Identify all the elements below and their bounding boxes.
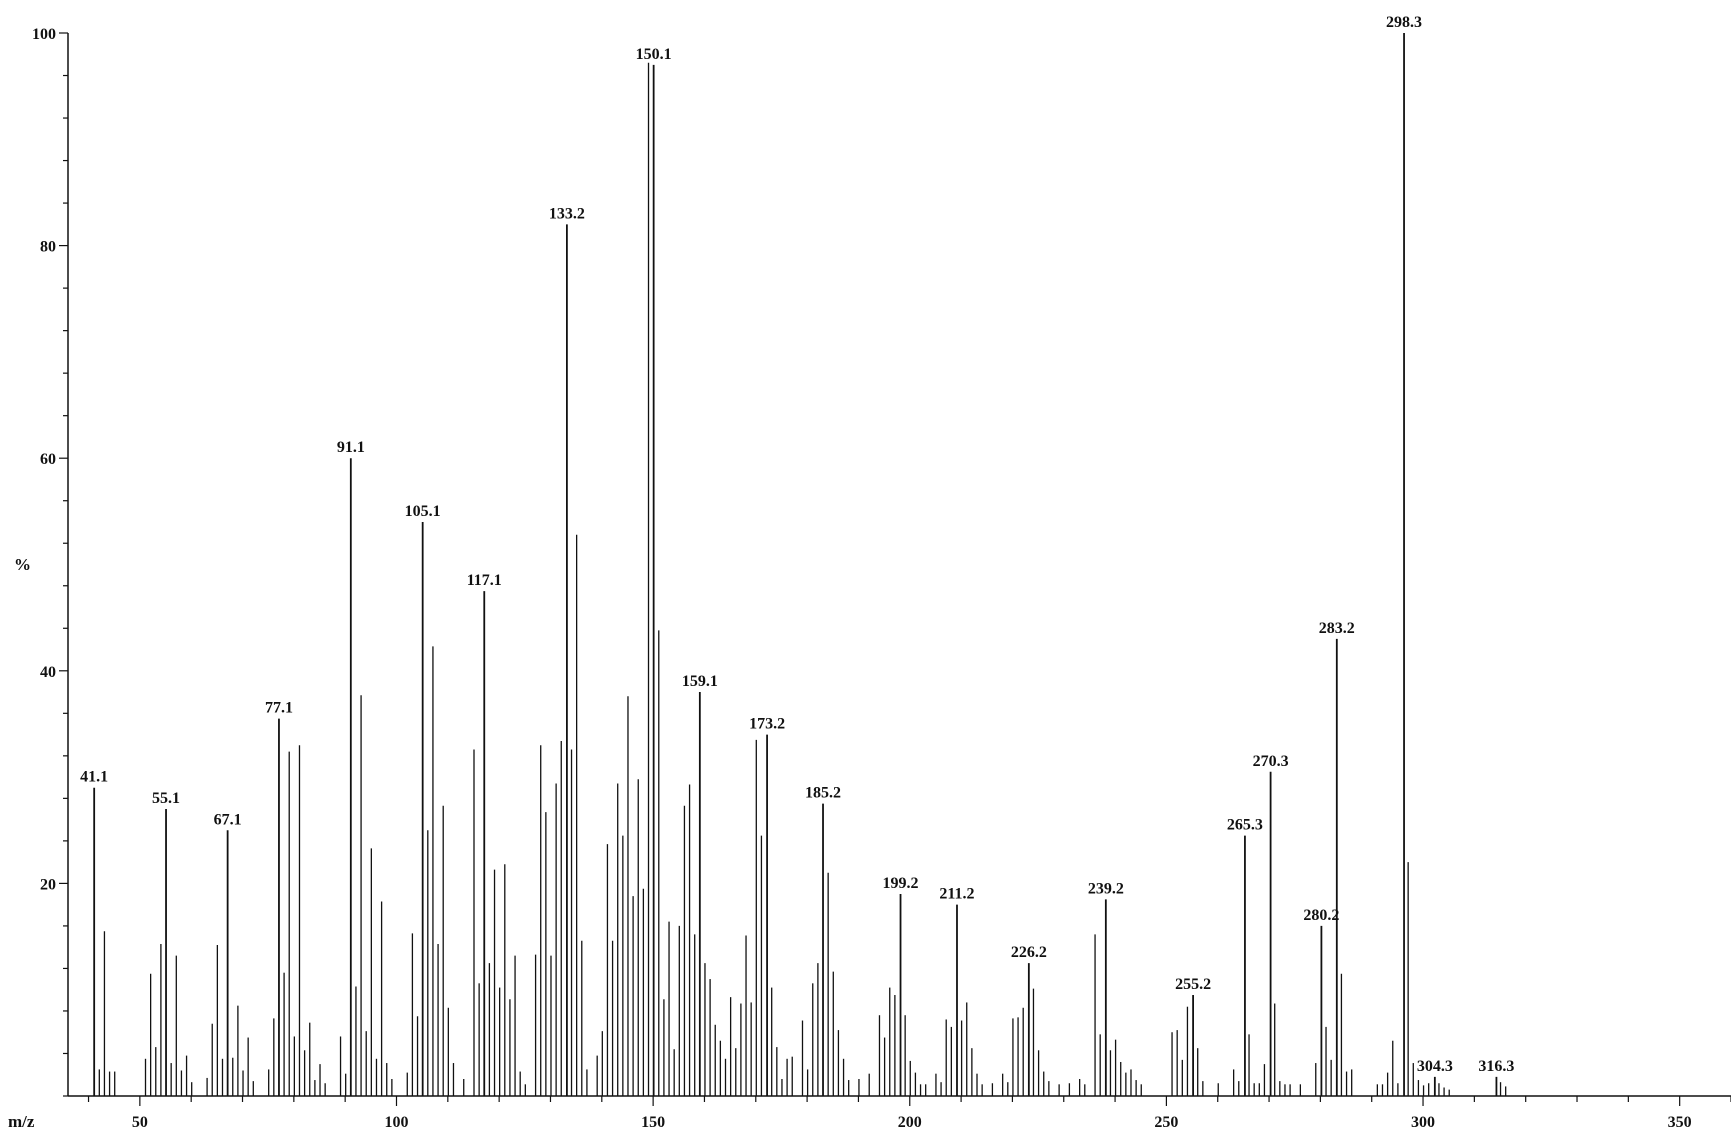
y-axis-ticks: 20 40 60 80 100	[32, 26, 68, 1097]
peak-label: 280.2	[1303, 907, 1339, 924]
y-tick-label: 40	[40, 664, 56, 681]
y-tick-label: 80	[40, 239, 56, 256]
x-tick-label: 50	[132, 1114, 148, 1131]
x-tick-label: 300	[1411, 1114, 1435, 1131]
peak-label: 298.3	[1386, 14, 1422, 31]
peak-label: 283.2	[1319, 620, 1355, 637]
peak-label: 41.1	[80, 769, 108, 786]
y-axis-label: %	[14, 555, 31, 574]
peak-label: 211.2	[939, 886, 974, 903]
y-tick-label: 20	[40, 876, 56, 893]
y-tick-label: 100	[32, 26, 56, 43]
peak-label: 150.1	[636, 46, 672, 63]
peak-label: 226.2	[1011, 944, 1047, 961]
peak-label: 316.3	[1478, 1058, 1514, 1075]
x-axis-label: m/z	[8, 1112, 35, 1131]
peak-label: 91.1	[337, 439, 365, 456]
peak-label: 55.1	[152, 790, 180, 807]
axes	[67, 33, 1731, 1097]
peak-labels: 41.1 55.1 67.1 77.1 91.1 105.1 117.1 133.2 150.1…	[80, 14, 1514, 1075]
peak-label: 185.2	[805, 785, 841, 802]
x-tick-label: 100	[384, 1114, 408, 1131]
x-tick-label: 250	[1154, 1114, 1178, 1131]
peak-label: 199.2	[883, 875, 919, 892]
peak-label: 265.3	[1227, 817, 1263, 834]
peak-label: 255.2	[1175, 976, 1211, 993]
peak-label: 270.3	[1253, 753, 1289, 770]
peak-label: 304.3	[1417, 1058, 1453, 1075]
peak-label: 105.1	[405, 503, 441, 520]
peak-label: 77.1	[265, 700, 293, 717]
x-axis-ticks: 50 100 150 200 250 300 350	[87, 1096, 1731, 1131]
peak-label: 159.1	[682, 673, 718, 690]
spectrum-peaks	[93, 33, 1507, 1096]
peak-label: 173.2	[749, 716, 785, 733]
x-tick-label: 150	[641, 1114, 665, 1131]
peak-label: 117.1	[467, 572, 502, 589]
x-tick-label: 200	[898, 1114, 922, 1131]
peak-label: 239.2	[1088, 880, 1124, 897]
x-tick-label: 350	[1668, 1114, 1692, 1131]
y-tick-label: 60	[40, 451, 56, 468]
peak-label: 67.1	[214, 811, 242, 828]
peak-label: 133.2	[549, 205, 585, 222]
